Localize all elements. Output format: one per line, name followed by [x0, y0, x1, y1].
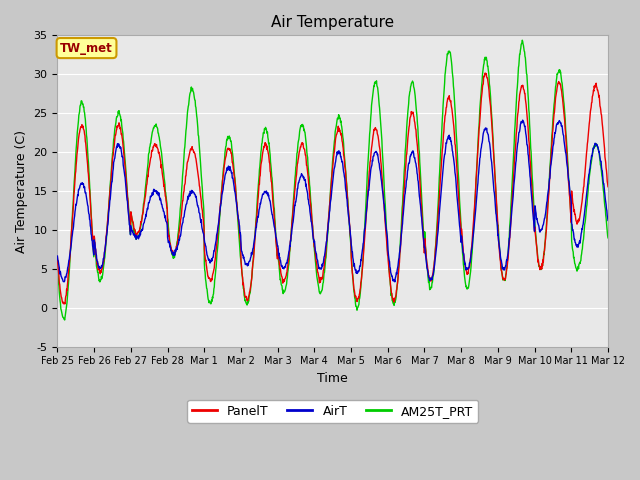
AM25T_PRT	[604, 235, 612, 241]
AirT	[419, 225, 426, 231]
AirT	[176, 234, 184, 240]
AM25T_PRT	[61, 317, 68, 323]
PanelT	[163, 205, 171, 211]
PanelT	[54, 254, 61, 260]
AirT	[237, 248, 245, 254]
X-axis label: Time: Time	[317, 372, 348, 385]
AM25T_PRT	[518, 37, 526, 43]
AirT	[391, 279, 399, 285]
Line: PanelT: PanelT	[58, 73, 608, 304]
Title: Air Temperature: Air Temperature	[271, 15, 394, 30]
Y-axis label: Air Temperature (C): Air Temperature (C)	[15, 130, 28, 252]
PanelT	[491, 171, 499, 177]
PanelT	[540, 259, 547, 265]
AirT	[54, 253, 61, 259]
AirT	[519, 117, 527, 123]
Legend: PanelT, AirT, AM25T_PRT: PanelT, AirT, AM25T_PRT	[187, 400, 478, 423]
Line: AM25T_PRT: AM25T_PRT	[58, 40, 608, 320]
AM25T_PRT	[238, 267, 246, 273]
AM25T_PRT	[177, 206, 184, 212]
AM25T_PRT	[490, 162, 498, 168]
Text: TW_met: TW_met	[60, 42, 113, 55]
PanelT	[177, 221, 184, 227]
AM25T_PRT	[540, 256, 547, 262]
Line: AirT: AirT	[58, 120, 608, 282]
AirT	[490, 190, 498, 196]
PanelT	[238, 269, 246, 275]
AM25T_PRT	[163, 199, 171, 205]
PanelT	[60, 301, 68, 307]
AM25T_PRT	[419, 209, 426, 215]
PanelT	[419, 219, 426, 225]
AirT	[604, 217, 612, 223]
AM25T_PRT	[54, 263, 61, 269]
AirT	[163, 219, 170, 225]
PanelT	[604, 184, 612, 190]
AirT	[540, 222, 547, 228]
PanelT	[481, 70, 489, 76]
